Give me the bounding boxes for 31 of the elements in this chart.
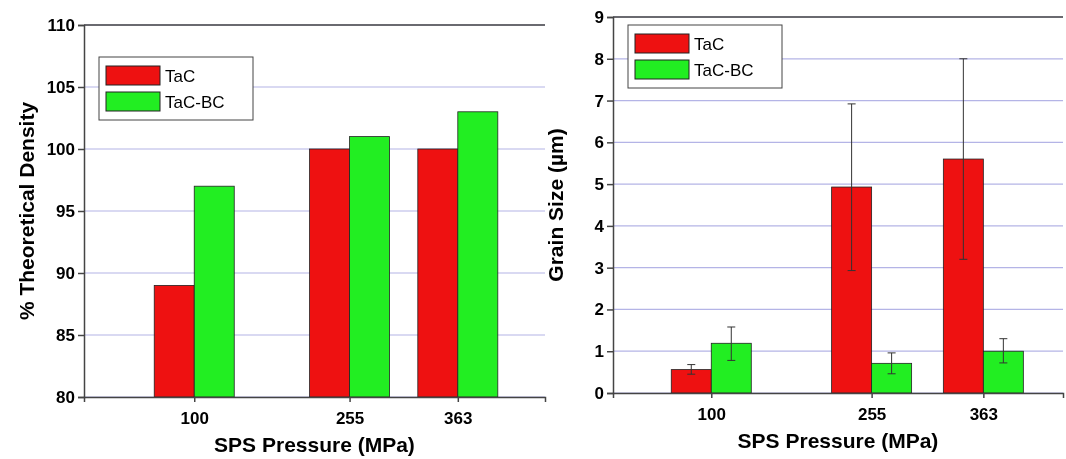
x-tick-label: 255 [335,408,365,428]
x-axis-title: SPS Pressure (MPa) [737,429,939,452]
y-tick-label: 100 [46,139,75,159]
y-tick-label: 90 [56,263,75,283]
y-tick-label: 9 [594,7,604,27]
y-tick-label: 2 [594,300,604,320]
y-tick-label: 0 [594,383,604,403]
y-axis-title: % Theoretical Density [15,101,38,321]
y-tick-label: 85 [56,325,75,345]
legend-label: TaC-BC [165,93,225,112]
x-tick-label: 363 [444,408,473,428]
y-tick-label: 1 [594,342,604,362]
y-tick-label: 110 [47,15,75,35]
y-tick-label: 7 [594,91,604,111]
x-tick-label: 100 [180,408,209,428]
y-tick-label: 5 [594,175,604,195]
x-tick-label: 363 [969,404,999,424]
x-tick-label: 100 [697,404,726,424]
x-tick-label: 255 [857,404,887,424]
y-tick-label: 4 [594,216,605,236]
y-axis-title: Grain Size (µm) [544,128,567,282]
y-tick-label: 8 [594,49,604,69]
y-tick-label: 6 [594,133,604,153]
legend-label: TaC-BC [694,61,754,80]
y-tick-label: 3 [594,258,604,278]
x-axis-title: SPS Pressure (MPa) [214,433,415,456]
legend-label: TaC [694,35,725,54]
y-tick-label: 105 [46,77,75,97]
y-tick-label: 95 [56,201,75,221]
legend-label: TaC [165,67,196,86]
y-tick-label: 80 [56,387,75,407]
